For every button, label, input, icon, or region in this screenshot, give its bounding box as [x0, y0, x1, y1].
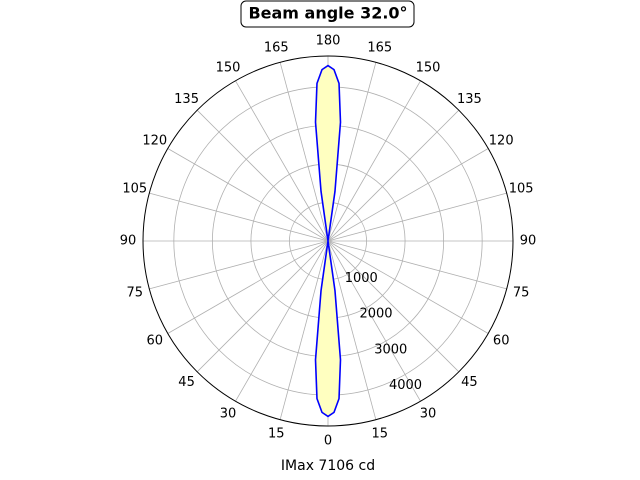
theta-tick-label: 105 — [122, 182, 147, 197]
r-tick-label: 4000 — [389, 378, 422, 393]
grid-line — [235, 80, 329, 242]
grid-line — [235, 240, 329, 402]
theta-tick-label: 135 — [457, 92, 482, 107]
r-tick-label: 1000 — [345, 271, 378, 286]
theta-tick-label: 30 — [420, 407, 437, 422]
theta-tick-label: 75 — [513, 285, 530, 300]
title-box — [240, 0, 415, 28]
theta-tick-label: 105 — [509, 182, 534, 197]
polar-frame — [142, 55, 514, 427]
chart-title: Beam angle 32.0° — [248, 4, 407, 23]
theta-tick-label: 90 — [520, 234, 537, 249]
theta-tick-label: 150 — [416, 60, 441, 75]
grid-line — [327, 148, 489, 242]
theta-tick-label: 15 — [371, 427, 388, 442]
beam-fill — [315, 241, 341, 417]
x-axis-label: IMax 7106 cd — [281, 458, 375, 474]
grid-line — [327, 80, 421, 242]
theta-tick-label: 0 — [324, 434, 332, 449]
theta-tick-label: 135 — [174, 92, 199, 107]
beam-line — [314, 64, 342, 242]
theta-tick-label: 60 — [493, 334, 510, 349]
theta-tick-label: 45 — [178, 375, 195, 390]
theta-tick-label: 45 — [461, 375, 478, 390]
theta-tick-label: 15 — [268, 427, 285, 442]
theta-tick-label: 90 — [120, 234, 137, 249]
theta-tick-label: 120 — [489, 134, 514, 149]
r-tick-label: 3000 — [374, 342, 407, 357]
beam-line — [314, 240, 342, 418]
grid-line — [196, 240, 329, 373]
theta-tick-label: 75 — [127, 285, 144, 300]
theta-tick-label: 30 — [220, 407, 237, 422]
theta-tick-label: 180 — [316, 34, 341, 49]
grid-line — [196, 109, 329, 242]
theta-tick-label: 120 — [142, 134, 167, 149]
theta-tick-label: 60 — [147, 334, 164, 349]
grid-line — [327, 109, 460, 242]
theta-tick-label: 165 — [367, 40, 392, 55]
grid-line — [327, 240, 489, 334]
theta-tick-label: 150 — [216, 60, 241, 75]
grid-line — [167, 148, 329, 242]
r-tick-label: 2000 — [359, 307, 392, 322]
grid-line — [167, 240, 329, 334]
theta-tick-label: 165 — [264, 40, 289, 55]
beam-fill — [315, 65, 341, 241]
